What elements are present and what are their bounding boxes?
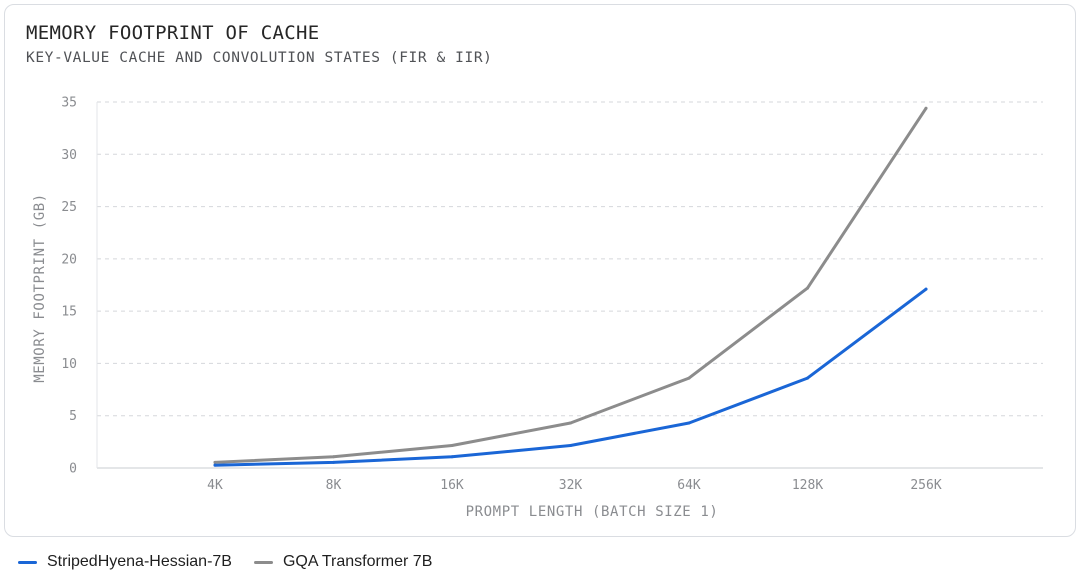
data-point-stripedhyena-hessian-7b-4k [213,463,217,467]
data-point-stripedhyena-hessian-7b-256k [924,287,928,291]
y-tick-label-5: 5 [69,409,77,424]
y-tick-label-30: 30 [61,148,77,163]
x-tick-label-128k: 128K [792,478,823,493]
legend-swatch-gqa-transformer [253,560,273,564]
x-tick-labels: 4K 8K 16K 32K 64K 128K 256K [207,478,942,493]
x-axis-label: PROMPT LENGTH (BATCH SIZE 1) [466,504,719,520]
legend-swatch-stripedhyena [18,560,37,564]
series-lines [213,106,928,467]
y-tick-label-25: 25 [61,200,77,215]
x-tick-label-64k: 64K [677,478,701,493]
data-point-gqa-transformer-7b-256k [924,106,928,110]
x-tick-label-256k: 256K [910,478,941,493]
x-tick-label-16k: 16K [440,478,464,493]
data-point-gqa-transformer-7b-128k [806,286,809,290]
data-point-gqa-transformer-7b-64k [687,376,691,380]
legend-item-stripedhyena[interactable]: StripedHyena-Hessian-7B [18,553,232,571]
legend-item-gqa-transformer[interactable]: GQA Transformer 7B [253,553,433,571]
x-tick-label-4k: 4K [207,478,223,493]
data-point-stripedhyena-hessian-7b-32k [569,444,572,448]
y-tick-label-35: 35 [61,96,77,111]
data-point-stripedhyena-hessian-7b-64k [687,421,691,425]
y-tick-label-10: 10 [61,357,77,372]
series-line-stripedhyena-hessian-7b [213,287,928,467]
chart-subtitle: KEY-VALUE CACHE AND CONVOLUTION STATES (… [26,50,493,66]
y-tick-label-20: 20 [61,252,77,267]
x-tick-label-32k: 32K [559,478,583,493]
y-tick-label-15: 15 [61,305,77,320]
y-tick-labels: 0 5 10 15 20 25 30 35 [61,96,77,477]
x-tick-label-8k: 8K [326,478,342,493]
chart-title: MEMORY FOOTPRINT OF CACHE [26,22,320,44]
legend-label-stripedhyena: StripedHyena-Hessian-7B [47,553,232,570]
legend: StripedHyena-Hessian-7B GQA Transformer … [18,551,454,573]
data-point-stripedhyena-hessian-7b-8k [332,460,335,464]
data-point-stripedhyena-hessian-7b-16k [450,455,454,459]
y-axis-label: MEMORY FOOTPRINT (GB) [32,193,48,383]
data-point-gqa-transformer-7b-8k [332,455,335,459]
y-tick-label-0: 0 [69,462,77,477]
legend-label-gqa-transformer: GQA Transformer 7B [282,553,433,570]
data-point-gqa-transformer-7b-4k [213,460,217,464]
chart-plot-area: 0 5 10 15 20 25 30 35 4K 8K 16K 32K 64K 128K 256K PRO… [32,96,1043,520]
gridlines [97,101,1043,417]
data-point-gqa-transformer-7b-32k [569,421,572,425]
data-point-gqa-transformer-7b-16k [450,444,454,448]
series-line-gqa-transformer-7b [213,106,928,464]
data-point-stripedhyena-hessian-7b-128k [806,376,809,380]
